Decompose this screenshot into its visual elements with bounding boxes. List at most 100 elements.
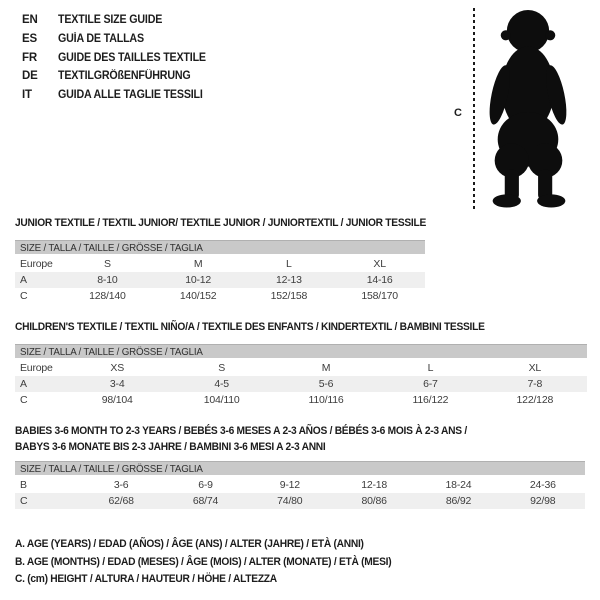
lang-label: TEXTILE SIZE GUIDE [58, 14, 163, 27]
cell-value: 158/170 [361, 290, 398, 302]
cell-value: 6-7 [423, 378, 438, 390]
lang-label: GUIDA ALLE TAGLIE TESSILI [58, 89, 203, 102]
legend-line-a: A. AGE (YEARS) / EDAD (AÑOS) / ÂGE (ANS)… [15, 538, 364, 550]
table-row-b: B 3-6 6-9 9-12 12-18 18-24 24-36 [15, 477, 585, 493]
table-row-a: A 8-10 10-12 12-13 14-16 [15, 272, 425, 288]
cell-value: 62/68 [108, 495, 134, 507]
size-table-children: SIZE / TALLA / TAILLE / GRÖSSE / TAGLIA … [15, 344, 587, 408]
silhouette-short-right [527, 143, 563, 178]
section-title-line: BABIES 3-6 MONTH TO 2-3 YEARS / BEBÉS 3-… [15, 425, 467, 437]
section-title: BABIES 3-6 MONTH TO 2-3 YEARS / BEBÉS 3-… [15, 423, 585, 455]
measurement-legend: A. AGE (YEARS) / EDAD (AÑOS) / ÂGE (ANS)… [15, 536, 420, 589]
row-label: A [20, 378, 27, 390]
height-dashed-line [473, 8, 475, 209]
section-babies-textile: BABIES 3-6 MONTH TO 2-3 YEARS / BEBÉS 3-… [15, 423, 585, 509]
row-label: C [20, 394, 28, 406]
silhouette-foot-left [492, 194, 521, 208]
size-table-junior: SIZE / TALLA / TAILLE / GRÖSSE / TAGLIA … [15, 240, 425, 304]
cell-value: 152/158 [270, 290, 308, 302]
table-body: B 3-6 6-9 9-12 12-18 18-24 24-36 C 62/68 68/74 74/… [15, 477, 585, 509]
language-list: EN TEXTILE SIZE GUIDE ES GUÍA DE TALLAS … [22, 11, 217, 104]
cell-value: 12-13 [275, 274, 302, 286]
cell-value: S [103, 258, 111, 270]
section-childrens-textile: CHILDREN'S TEXTILE / TEXTIL NIÑO/A / TEX… [15, 319, 587, 408]
size-header-bar: SIZE / TALLA / TAILLE / GRÖSSE / TAGLIA [15, 240, 425, 254]
row-label: B [20, 479, 27, 491]
table-row-c: C 128/140 140/152 152/158 158/170 [15, 288, 425, 304]
silhouette-ear-right [545, 30, 556, 41]
silhouette-ear-left [500, 30, 511, 41]
silhouette-arm-right [546, 65, 567, 125]
lang-code: ES [22, 33, 37, 46]
silhouette-head [506, 10, 550, 53]
cell-value: 68/74 [192, 495, 219, 507]
size-table-babies: SIZE / TALLA / TAILLE / GRÖSSE / TAGLIA … [15, 461, 585, 509]
row-label: C [20, 495, 28, 507]
row-label: C [20, 290, 28, 302]
lang-label: GUÍA DE TALLAS [58, 33, 144, 46]
cell-value: 12-18 [361, 479, 388, 491]
size-header-label: SIZE / TALLA / TAILLE / GRÖSSE / TAGLIA [20, 241, 203, 254]
size-header-bar: SIZE / TALLA / TAILLE / GRÖSSE / TAGLIA [15, 344, 587, 358]
cell-value: 110/116 [308, 394, 344, 406]
cell-value: 10-12 [185, 274, 212, 286]
section-title: JUNIOR TEXTILE / TEXTIL JUNIOR/ TEXTILE … [15, 215, 426, 231]
cell-value: S [218, 362, 226, 374]
row-label: A [20, 274, 27, 286]
cell-value: 74/80 [277, 495, 303, 507]
lang-code: DE [22, 70, 38, 83]
lang-code: FR [22, 51, 37, 64]
lang-code: IT [22, 89, 32, 102]
table-row-a: A 3-4 4-5 5-6 6-7 7-8 [15, 376, 587, 392]
cell-value: 4-5 [214, 378, 229, 390]
silhouette-foot-right [537, 194, 566, 208]
cell-value: 24-36 [529, 479, 556, 491]
size-header-bar: SIZE / TALLA / TAILLE / GRÖSSE / TAGLIA [15, 461, 585, 475]
section-title-line: BABYS 3-6 MONATE BIS 2-3 JAHRE / BAMBINI… [15, 441, 326, 453]
height-measure-label: C [454, 107, 462, 119]
row-label: Europe [20, 362, 53, 374]
cell-value: XL [528, 362, 542, 374]
cell-value: XL [373, 258, 386, 270]
lang-row-it: IT GUIDA ALLE TAGLIE TESSILI [22, 86, 217, 105]
silhouette-leg-right [538, 169, 553, 201]
lang-row-fr: FR GUIDE DES TAILLES TEXTILE [22, 48, 217, 67]
cell-value: 86/92 [445, 495, 472, 507]
cell-value: 6-9 [198, 479, 213, 491]
cell-value: L [286, 258, 292, 270]
cell-value: 7-8 [527, 378, 543, 390]
cell-value: 9-12 [279, 479, 300, 491]
cell-value: 116/122 [412, 394, 449, 406]
legend-line-b: B. AGE (MONTHS) / EDAD (MESES) / ÂGE (MO… [15, 555, 392, 568]
cell-value: 80/86 [361, 495, 387, 507]
lang-row-es: ES GUÍA DE TALLAS [22, 30, 217, 49]
cell-value: 128/140 [89, 290, 126, 302]
table-row-c: C 62/68 68/74 74/80 80/86 86/92 92/98 [15, 493, 585, 509]
cell-value: 3-4 [109, 378, 125, 390]
section-title-line: JUNIOR TEXTILE / TEXTIL JUNIOR/ TEXTILE … [15, 217, 426, 229]
section-junior-textile: JUNIOR TEXTILE / TEXTIL JUNIOR/ TEXTILE … [15, 215, 426, 304]
size-header-label: SIZE / TALLA / TAILLE / GRÖSSE / TAGLIA [20, 345, 203, 358]
silhouette-torso [501, 46, 555, 132]
cell-value: M [321, 362, 331, 374]
table-body: Europe S M L XL A 8-10 10-12 12-13 14-16 C 128/140 1… [15, 256, 425, 304]
cell-value: 104/110 [203, 394, 240, 406]
table-row-europe: Europe S M L XL [15, 256, 425, 272]
size-header-label: SIZE / TALLA / TAILLE / GRÖSSE / TAGLIA [20, 462, 203, 475]
cell-value: M [193, 258, 203, 270]
cell-value: L [427, 362, 434, 374]
lang-label: GUIDE DES TAILLES TEXTILE [58, 51, 206, 64]
table-body: Europe XS S M L XL A 3-4 4-5 5-6 6-7 7-8 C 98/104 104/… [15, 360, 587, 408]
table-row-c: C 98/104 104/110 110/116 116/122 122/128 [15, 392, 587, 408]
cell-value: 14-16 [366, 274, 393, 286]
cell-value: 122/128 [516, 394, 554, 406]
cell-value: 140/152 [179, 290, 217, 302]
cell-value: 98/104 [101, 394, 133, 406]
section-title-line: CHILDREN'S TEXTILE / TEXTIL NIÑO/A / TEX… [15, 321, 485, 333]
table-row-europe: Europe XS S M L XL [15, 360, 587, 376]
silhouette-short-left [494, 143, 529, 178]
lang-label: TEXTILGRÖßENFÜHRUNG [58, 70, 191, 83]
section-title: CHILDREN'S TEXTILE / TEXTIL NIÑO/A / TEX… [15, 319, 587, 335]
silhouette-arm-left [489, 65, 510, 125]
lang-code: EN [22, 14, 38, 27]
